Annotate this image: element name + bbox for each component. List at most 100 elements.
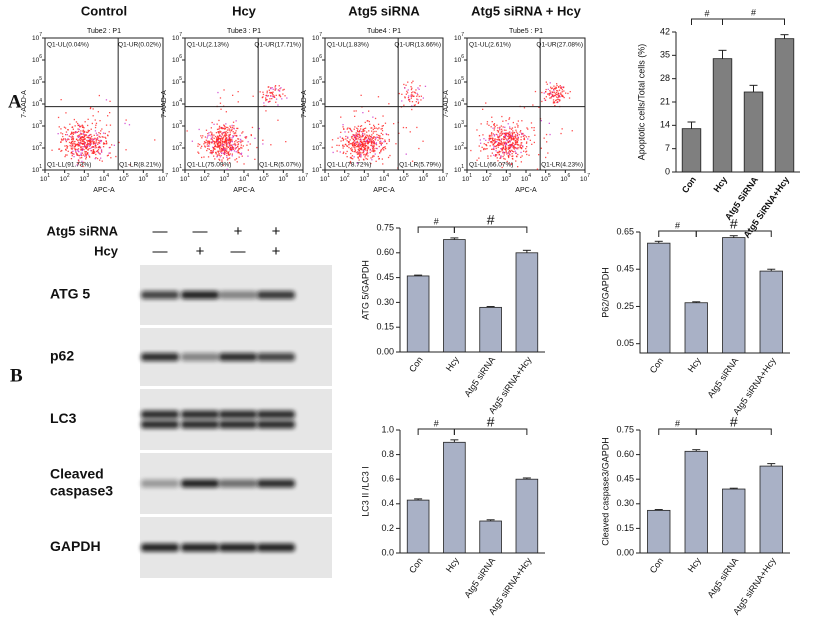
- dot: [208, 143, 210, 145]
- dot: [360, 149, 362, 151]
- dot: [226, 129, 229, 131]
- dot: [216, 139, 218, 141]
- dot: [505, 120, 507, 122]
- dot: [211, 141, 213, 143]
- dot: [353, 156, 355, 158]
- dot: [557, 97, 559, 99]
- tick-base: 10: [119, 176, 127, 183]
- dot: [370, 144, 373, 146]
- dot: [228, 136, 230, 138]
- dot: [370, 157, 372, 159]
- dot: [72, 128, 74, 130]
- dot: [504, 148, 506, 150]
- dot: [230, 150, 232, 152]
- dot: [78, 145, 80, 147]
- dot: [418, 88, 420, 90]
- dot: [241, 140, 243, 142]
- dot: [104, 132, 106, 135]
- dot: [565, 92, 567, 94]
- dot: [65, 148, 67, 151]
- dot: [98, 132, 100, 134]
- dot: [237, 143, 240, 145]
- tick-base: 10: [312, 123, 320, 130]
- dot: [237, 146, 239, 148]
- tick-base: 10: [298, 176, 306, 183]
- dot: [382, 138, 384, 140]
- dot: [78, 139, 80, 141]
- dot: [222, 142, 224, 144]
- x-tick-label: Con: [648, 556, 666, 575]
- dot: [94, 130, 97, 132]
- dot: [355, 135, 357, 137]
- tick-exponent: 2: [179, 142, 182, 148]
- quadrant-label: Q1-UR(13.66%): [394, 42, 441, 49]
- dot: [494, 142, 496, 144]
- dot: [82, 130, 84, 132]
- dot: [503, 157, 505, 160]
- dot: [216, 138, 219, 140]
- dot: [357, 128, 359, 130]
- dot: [498, 151, 500, 154]
- dot: [79, 132, 82, 134]
- dot: [69, 144, 71, 147]
- dot: [380, 151, 382, 153]
- dot: [372, 141, 374, 143]
- dot-cloud: [51, 94, 156, 168]
- dot: [503, 143, 505, 145]
- dot: [512, 132, 514, 134]
- dot: [366, 141, 369, 143]
- dot: [515, 131, 518, 133]
- dot: [491, 152, 493, 154]
- dot: [418, 95, 420, 98]
- dot: [365, 135, 367, 137]
- bar: [759, 465, 783, 554]
- dot: [94, 144, 97, 146]
- dot: [87, 140, 90, 142]
- quadrant-label: Q1-LR(4.23%): [541, 162, 583, 169]
- dot: [552, 95, 555, 98]
- dot: [230, 148, 232, 151]
- dot: [508, 152, 510, 155]
- dot: [225, 150, 227, 152]
- dot: [89, 138, 91, 141]
- y-tick-label: 28: [660, 73, 670, 83]
- dot: [381, 127, 383, 130]
- dot: [500, 125, 502, 127]
- blot-band: [181, 410, 219, 419]
- dot: [528, 136, 530, 138]
- dot: [372, 144, 374, 146]
- dot: [226, 146, 228, 148]
- tick-exponent: 7: [39, 32, 42, 38]
- dot: [490, 155, 492, 157]
- dot: [550, 87, 552, 90]
- bar: [684, 450, 708, 554]
- dot: [552, 102, 555, 104]
- dot: [415, 89, 417, 91]
- dot: [220, 147, 223, 150]
- dot: [71, 142, 73, 144]
- dot: [363, 147, 365, 149]
- dot: [483, 143, 485, 145]
- dot: [503, 152, 506, 154]
- dot: [243, 163, 245, 165]
- dot: [555, 87, 558, 89]
- dot: [81, 148, 83, 150]
- dot: [509, 151, 512, 153]
- dot: [516, 140, 518, 142]
- dot: [100, 140, 103, 142]
- dot: [93, 142, 96, 145]
- dot: [342, 144, 344, 146]
- dot: [553, 85, 555, 87]
- dot: [233, 150, 236, 152]
- dot: [553, 89, 555, 91]
- dot: [337, 137, 339, 139]
- tick-exponent: 4: [528, 173, 531, 179]
- dot: [212, 146, 214, 148]
- dot: [511, 133, 514, 135]
- dot: [213, 137, 215, 139]
- dot: [213, 140, 215, 143]
- dot: [505, 147, 507, 149]
- dot: [557, 94, 560, 97]
- quadrant-label: Q1-LL(78.72%): [327, 162, 371, 169]
- dot: [95, 153, 97, 156]
